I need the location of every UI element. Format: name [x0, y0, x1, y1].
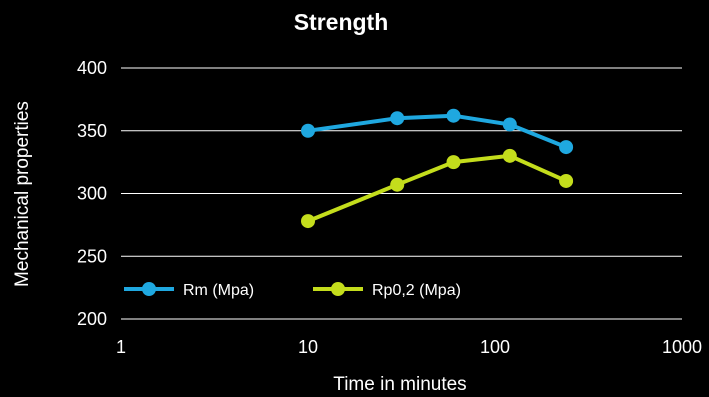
data-point [390, 111, 405, 126]
y-tick-label: 200 [77, 309, 107, 329]
legend-label: Rm (Mpa) [183, 282, 254, 299]
x-tick-label: 10 [298, 337, 318, 357]
legend-label: Rp0,2 (Mpa) [372, 282, 461, 299]
y-tick-label: 300 [77, 184, 107, 204]
series-line [307, 153, 567, 223]
y-tick-label: 400 [77, 58, 107, 78]
series-line [307, 113, 567, 149]
y-tick-label: 250 [77, 246, 107, 266]
gridlines [121, 67, 682, 320]
series-lines [301, 108, 574, 229]
y-axis-label: Mechanical properties [12, 101, 33, 287]
x-axis-label: Time in minutes [333, 374, 466, 395]
y-tick-label: 350 [77, 121, 107, 141]
data-point [502, 148, 517, 163]
data-point [446, 155, 461, 170]
x-tick-label: 1000 [662, 337, 702, 357]
data-point [301, 123, 315, 138]
legend: Rm (Mpa) Rp0,2 (Mpa) [124, 282, 461, 299]
legend-marker [142, 282, 156, 296]
chart-title: Strength [294, 9, 389, 35]
data-point [559, 173, 574, 188]
data-point [446, 108, 461, 123]
data-point [301, 214, 315, 229]
series-1 [301, 108, 574, 155]
x-tick-labels: 1 10 100 1000 [116, 337, 702, 357]
x-tick-label: 100 [480, 337, 510, 357]
legend-marker [331, 282, 345, 296]
series-2 [301, 148, 574, 229]
data-point [502, 117, 517, 132]
y-tick-labels: 200 250 300 350 400 [77, 58, 107, 329]
data-point [390, 177, 405, 192]
x-tick-label: 1 [116, 337, 126, 357]
data-point [559, 140, 574, 155]
